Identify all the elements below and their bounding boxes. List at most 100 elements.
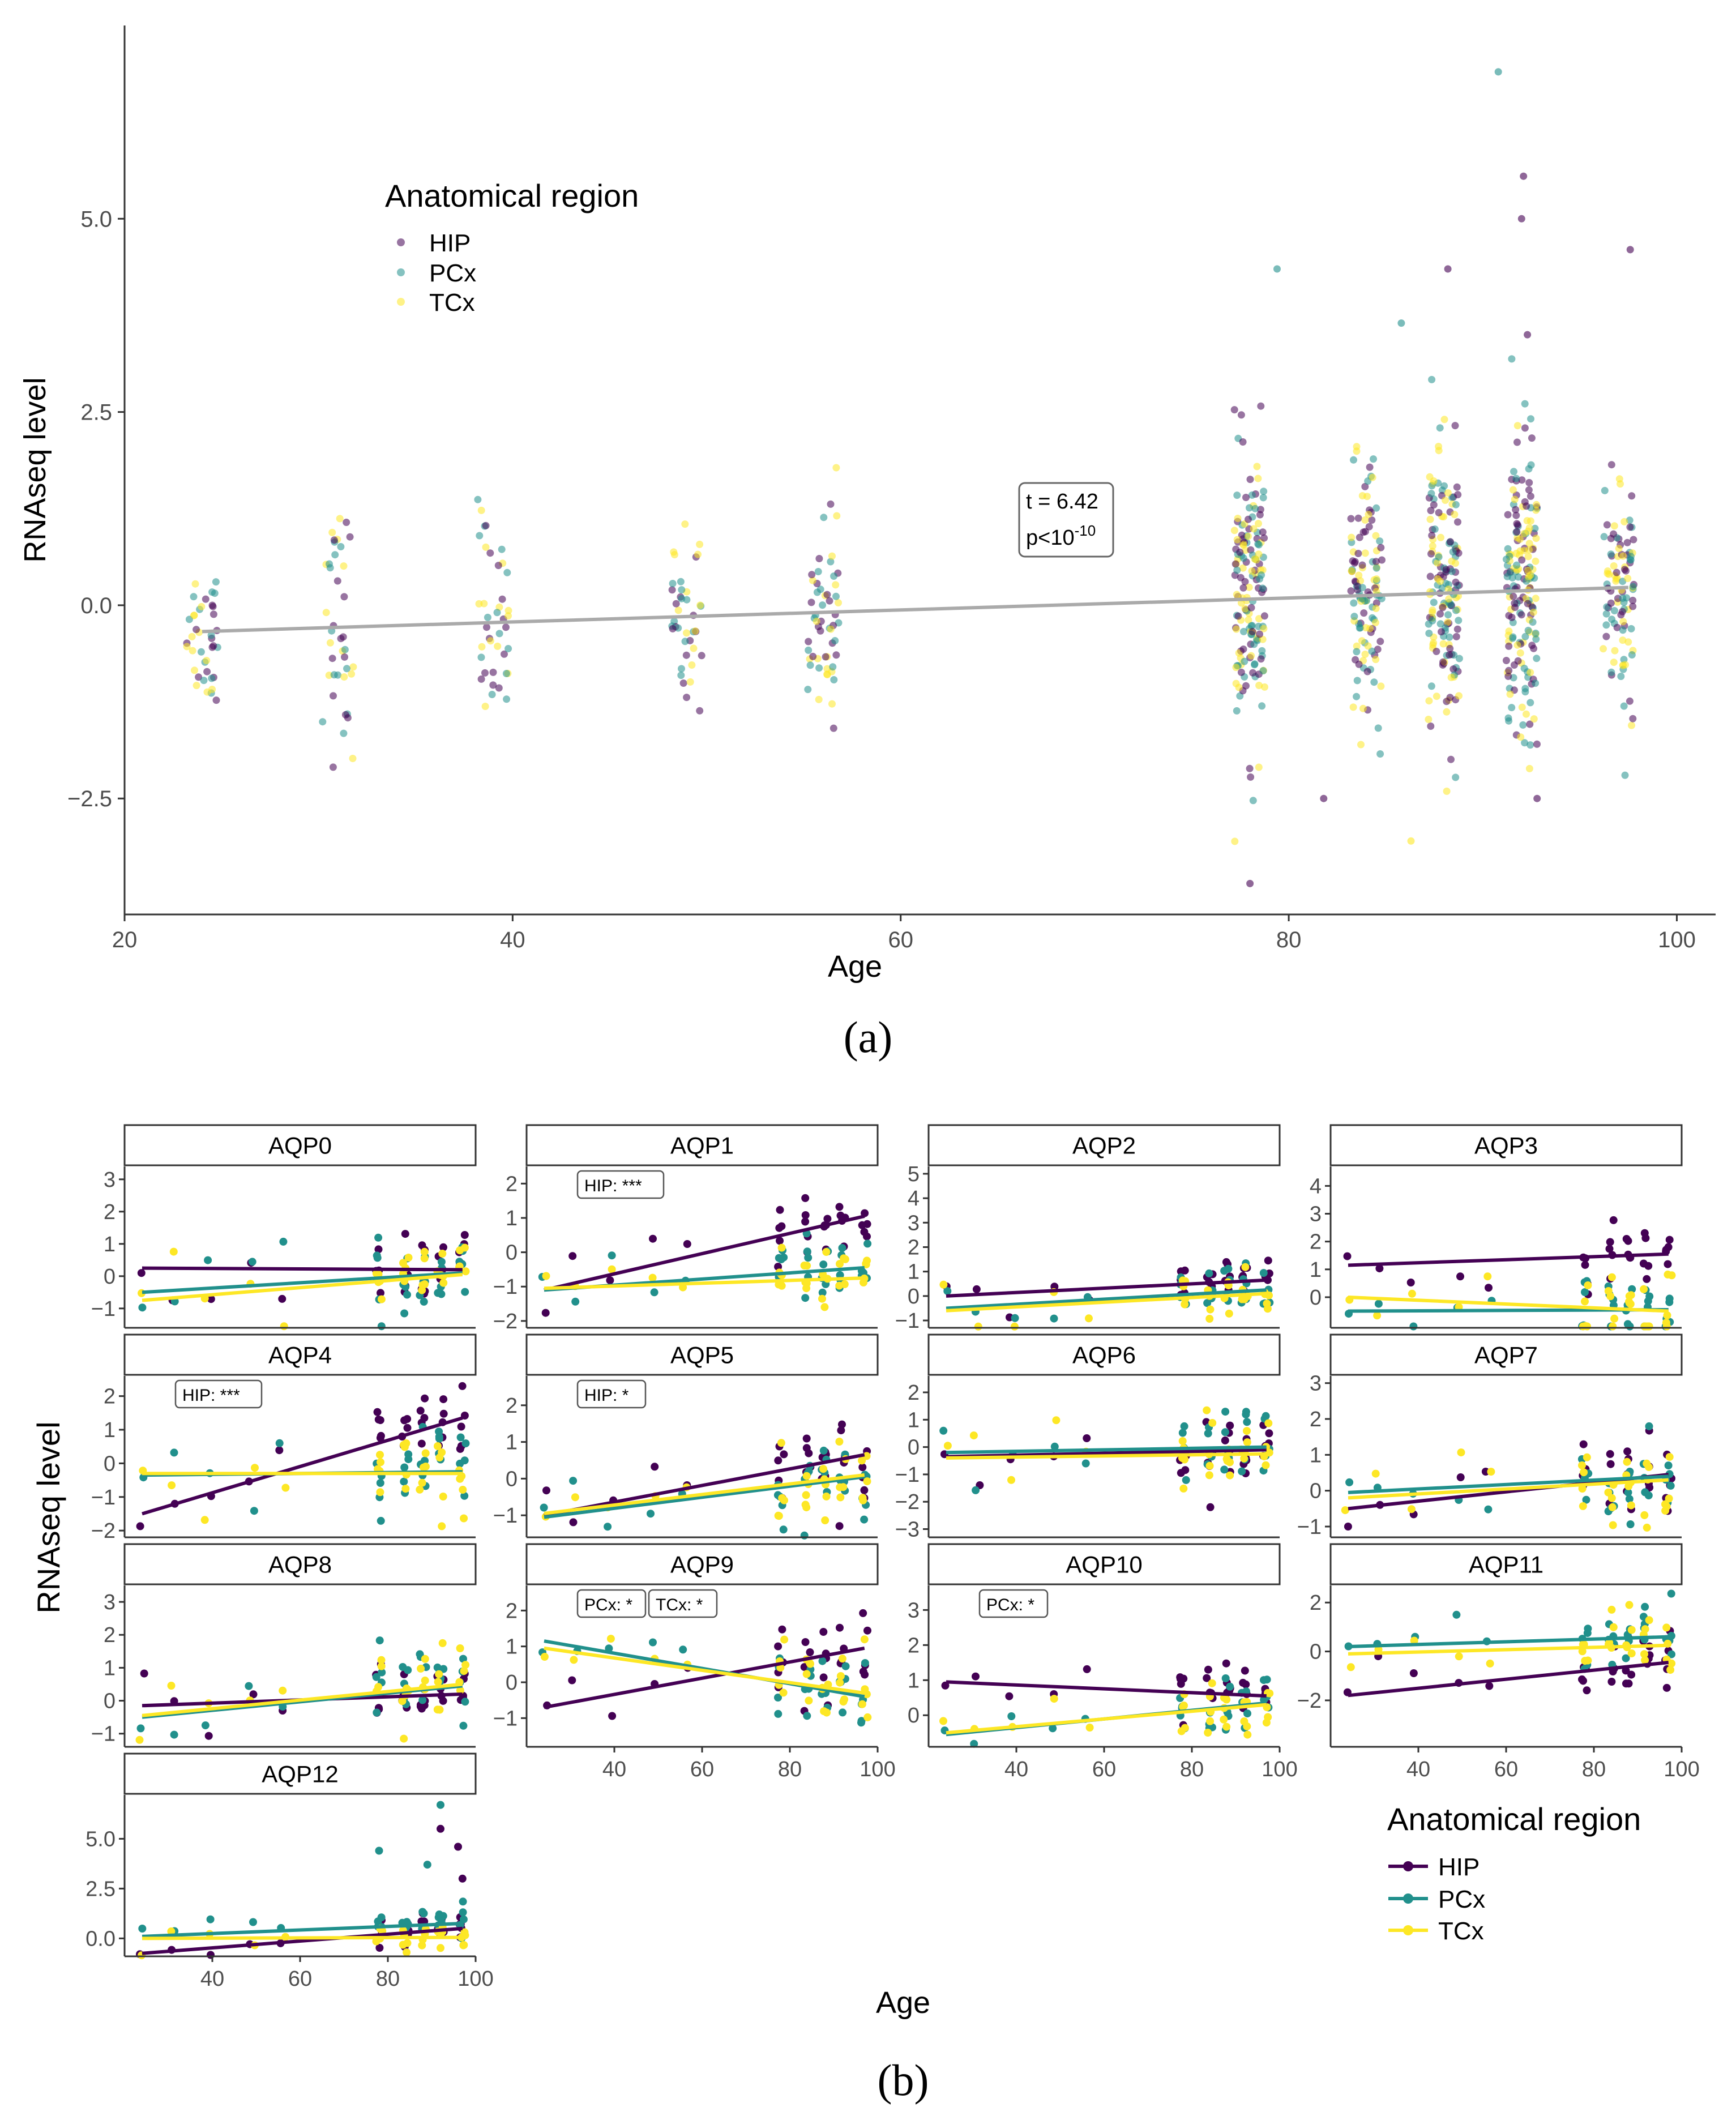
data-point-hip bbox=[1618, 608, 1626, 615]
data-point-tcx bbox=[803, 1262, 811, 1270]
data-point-tcx bbox=[494, 642, 502, 650]
data-point-tcx bbox=[1177, 1727, 1186, 1735]
data-point-pcx bbox=[679, 1645, 687, 1654]
facet-title: AQP4 bbox=[268, 1342, 332, 1369]
data-point-tcx bbox=[1443, 787, 1451, 795]
y-tick-label: 1 bbox=[506, 1635, 518, 1659]
data-point-hip bbox=[1257, 655, 1265, 663]
data-point-tcx bbox=[821, 1516, 829, 1524]
data-point-tcx bbox=[858, 1494, 867, 1502]
data-point-hip bbox=[1607, 461, 1615, 469]
data-point-tcx bbox=[439, 1279, 448, 1287]
data-point-pcx bbox=[1610, 607, 1618, 614]
data-point-tcx bbox=[1429, 609, 1436, 617]
data-point-tcx bbox=[1245, 532, 1252, 540]
y-tick-label: 2 bbox=[1310, 1230, 1322, 1254]
data-point-tcx bbox=[1234, 515, 1242, 522]
data-point-pcx bbox=[208, 674, 216, 682]
data-point-pcx bbox=[1506, 568, 1514, 576]
data-point-hip bbox=[1354, 514, 1362, 522]
data-point-hip bbox=[836, 1211, 845, 1220]
data-point-tcx bbox=[1239, 541, 1247, 549]
data-point-pcx bbox=[805, 646, 813, 654]
data-point-hip bbox=[1518, 476, 1526, 484]
data-point-tcx bbox=[1661, 1506, 1670, 1515]
data-point-tcx bbox=[372, 1269, 380, 1277]
data-point-pcx bbox=[376, 1479, 384, 1487]
data-point-tcx bbox=[1253, 463, 1261, 471]
data-point-tcx bbox=[1372, 605, 1380, 612]
data-point-pcx bbox=[170, 1730, 178, 1739]
y-tick-label: −2 bbox=[91, 1519, 116, 1543]
data-point-hip bbox=[1527, 492, 1534, 500]
data-point-tcx bbox=[1624, 1482, 1633, 1490]
data-point-tcx bbox=[1433, 692, 1440, 700]
data-point-pcx bbox=[1582, 1495, 1590, 1504]
data-point-tcx bbox=[1366, 625, 1374, 632]
data-point-pcx bbox=[459, 1908, 467, 1917]
data-point-pcx bbox=[275, 1439, 284, 1447]
data-point-tcx bbox=[1440, 416, 1448, 424]
data-point-tcx bbox=[1620, 518, 1628, 525]
data-point-tcx bbox=[416, 1485, 424, 1494]
data-point-tcx bbox=[1204, 1729, 1212, 1737]
data-point-hip bbox=[1264, 1256, 1272, 1265]
data-point-pcx bbox=[1224, 1264, 1233, 1273]
data-point-tcx bbox=[1533, 501, 1540, 508]
data-point-hip bbox=[682, 651, 690, 659]
data-point-hip bbox=[403, 1415, 412, 1423]
data-point-hip bbox=[1521, 424, 1529, 432]
data-point-hip bbox=[807, 599, 815, 606]
data-point-tcx bbox=[1532, 557, 1540, 565]
data-point-hip bbox=[1438, 628, 1445, 636]
data-point-tcx bbox=[183, 643, 191, 651]
data-point-tcx bbox=[1426, 515, 1434, 523]
data-point-hip bbox=[860, 1486, 869, 1494]
data-point-pcx bbox=[1374, 724, 1382, 732]
data-point-tcx bbox=[1264, 1713, 1272, 1721]
data-point-tcx bbox=[802, 1670, 811, 1678]
data-point-tcx bbox=[1365, 511, 1372, 519]
data-point-tcx bbox=[460, 1514, 468, 1523]
data-point-tcx bbox=[1578, 1485, 1587, 1493]
regression-line-pcx bbox=[1348, 1635, 1669, 1648]
data-point-tcx bbox=[1516, 649, 1524, 657]
regression-line-pcx bbox=[1348, 1474, 1669, 1494]
data-point-hip bbox=[1510, 592, 1517, 600]
data-point-tcx bbox=[1248, 567, 1256, 575]
data-point-pcx bbox=[857, 1717, 866, 1725]
data-point-hip bbox=[860, 1228, 869, 1236]
data-point-pcx bbox=[373, 1251, 381, 1260]
data-point-hip bbox=[1242, 682, 1250, 690]
data-point-tcx bbox=[1233, 591, 1241, 599]
data-point-hip bbox=[1374, 646, 1382, 653]
data-point-tcx bbox=[1264, 1419, 1273, 1427]
y-tick-label: 0 bbox=[104, 1265, 116, 1289]
data-point-hip bbox=[819, 1673, 828, 1682]
data-point-tcx bbox=[696, 601, 704, 609]
data-point-tcx bbox=[460, 1928, 469, 1937]
data-point-tcx bbox=[1665, 1453, 1674, 1461]
data-point-pcx bbox=[1049, 1724, 1057, 1733]
data-point-pcx bbox=[1374, 1299, 1383, 1308]
data-point-hip bbox=[1372, 558, 1380, 566]
data-point-pcx bbox=[1372, 504, 1380, 512]
data-point-tcx bbox=[1361, 516, 1369, 524]
data-point-hip bbox=[1222, 1659, 1230, 1668]
data-point-tcx bbox=[1527, 669, 1534, 677]
data-point-pcx bbox=[1431, 525, 1439, 533]
data-point-pcx bbox=[1504, 545, 1512, 553]
data-point-pcx bbox=[212, 578, 220, 586]
data-point-hip bbox=[195, 673, 203, 681]
y-tick-label: 0 bbox=[1310, 1286, 1322, 1310]
data-point-pcx bbox=[138, 1303, 147, 1312]
data-point-hip bbox=[1221, 1436, 1229, 1444]
data-point-tcx bbox=[251, 1464, 259, 1472]
data-point-hip bbox=[805, 638, 813, 646]
data-point-tcx bbox=[435, 1670, 443, 1678]
data-point-tcx bbox=[828, 700, 836, 708]
data-point-tcx bbox=[1263, 1305, 1272, 1313]
facet-strip bbox=[1329, 1333, 1683, 1376]
data-point-hip bbox=[859, 1668, 867, 1676]
data-point-tcx bbox=[974, 1322, 982, 1331]
